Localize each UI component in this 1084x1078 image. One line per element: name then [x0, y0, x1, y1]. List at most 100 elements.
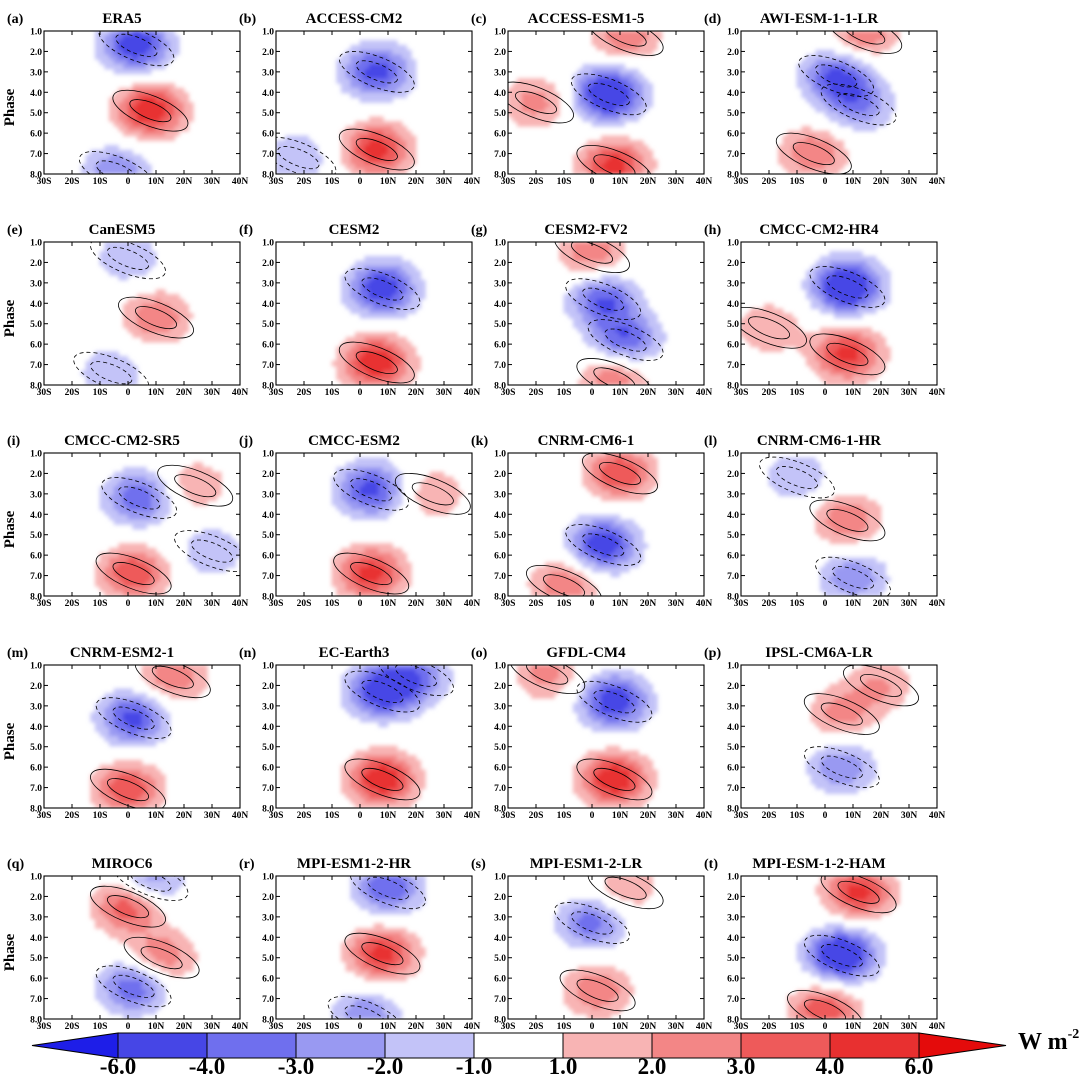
contour-line	[576, 358, 653, 385]
contour-line	[90, 242, 166, 280]
contour-line	[803, 999, 847, 1019]
heatmap-field	[778, 31, 900, 174]
plot-frame	[275, 241, 473, 386]
y-tick-label: 1.0	[30, 450, 42, 460]
contour-line	[820, 876, 897, 914]
contour-line	[582, 287, 625, 311]
y-tick-label: 1.0	[30, 28, 42, 38]
y-tick-label: 8.0	[727, 593, 739, 603]
y-tick-label: 3.0	[727, 702, 739, 712]
panel-gfdl-cm4: 30S 20S 10S 0 10N 20N 30N 40N 1.0 2.0 3.0 4.0 5.0 6.0…	[471, 645, 713, 821]
x-tick-label: 10S	[790, 177, 805, 187]
contour-line	[378, 665, 454, 697]
contour-line	[803, 693, 880, 735]
colorbar-unit: W m-2	[1018, 1027, 1079, 1055]
y-tick-label: 5.0	[727, 743, 739, 753]
contour-line	[344, 932, 421, 975]
x-tick-label: 30N	[436, 811, 453, 821]
y-tick-label: 7.0	[262, 150, 274, 160]
contour-line	[593, 690, 636, 714]
x-tick-label: 20N	[408, 811, 425, 821]
contour-lines	[90, 665, 211, 808]
y-tick-label: 3.0	[262, 913, 274, 923]
contour-line	[106, 895, 150, 919]
y-tick-label: 8.0	[727, 805, 739, 815]
x-tick-label: 40N	[696, 811, 713, 821]
contour-line	[837, 880, 880, 904]
panel-title: GFDL-CM4	[546, 645, 626, 661]
y-tick-label: 4.0	[30, 934, 42, 944]
x-tick-label: 30N	[204, 388, 221, 398]
y-tick-label: 7.0	[494, 150, 506, 160]
y-tick-label: 3.0	[30, 913, 42, 923]
contour-line	[338, 341, 415, 384]
x-tick-label: 20N	[873, 599, 890, 609]
contour-line	[792, 142, 835, 166]
contour-line	[508, 81, 574, 124]
x-tick-label: 20N	[640, 177, 657, 187]
y-tick-label: 1.0	[494, 873, 506, 883]
x-tick-label: 10S	[325, 599, 340, 609]
x-tick-label: 30N	[436, 1022, 453, 1032]
x-tick-label: 30S	[734, 177, 749, 187]
contour-line	[95, 160, 138, 174]
panel-cesm2-fv2: 30S 20S 10S 0 10N 20N 30N 40N 1.0 2.0 3.0 4.0 5.0 6.0…	[471, 222, 712, 398]
x-tick-label: 20S	[762, 599, 777, 609]
y-tick-label: 5.0	[30, 743, 42, 753]
x-tick-label: 0	[590, 388, 595, 398]
x-tick-label: 30S	[269, 811, 284, 821]
contour-line	[570, 911, 614, 935]
y-tick-label: 1.0	[727, 662, 739, 672]
y-tick-label: 2.0	[30, 893, 42, 903]
panel-cnrm-cm6-1: 30S 20S 10S 0 10N 20N 30N 40N 1.0 2.0 3.0 4.0 5.0 6.0…	[471, 433, 712, 609]
contour-line	[129, 99, 172, 123]
y-tick-label: 2.0	[262, 48, 274, 58]
y-tick-label: 4.0	[30, 300, 42, 310]
contour-lines	[95, 464, 240, 595]
contour-line	[759, 456, 835, 499]
x-tick-label: 10S	[557, 1022, 572, 1032]
panel-cesm2: 30S 20S 10S 0 10N 20N 30N 40N 1.0 2.0 3.0 4.0 5.0 6.0…	[239, 222, 480, 398]
y-tick-label: 3.0	[494, 490, 506, 500]
panel-label: (i)	[7, 434, 21, 449]
y-tick-label: 7.0	[30, 361, 42, 371]
x-tick-label: 10S	[325, 177, 340, 187]
x-tick-label: 20N	[873, 388, 890, 398]
x-tick-label: 30S	[269, 1022, 284, 1032]
y-tick-label: 4.0	[262, 934, 274, 944]
contour-line	[559, 969, 636, 1012]
contour-line	[826, 31, 903, 54]
contour-line	[190, 539, 234, 563]
contour-line	[118, 296, 194, 339]
contour-line	[327, 996, 404, 1019]
x-tick-label: 30N	[436, 599, 453, 609]
x-tick-label: 10S	[93, 1022, 108, 1032]
y-tick-label: 1.0	[262, 873, 274, 883]
contour-line	[106, 778, 150, 802]
y-tick-label: 1.0	[262, 662, 274, 672]
y-tick-label: 7.0	[727, 572, 739, 582]
heatmap-field	[331, 256, 426, 385]
x-tick-label: 0	[823, 388, 828, 398]
x-tick-label: 20N	[640, 1022, 657, 1032]
y-tick-label: 4.0	[262, 89, 274, 99]
contour-lines	[276, 51, 415, 174]
contour-line	[134, 306, 178, 330]
y-tick-label: 5.0	[30, 954, 42, 964]
heatmap-field	[554, 876, 653, 1019]
contour-line	[798, 55, 875, 97]
plot-frame	[507, 30, 705, 175]
contour-line	[344, 758, 421, 801]
x-tick-label: 20S	[529, 811, 544, 821]
plot-frame	[275, 30, 473, 175]
x-tick-label: 40N	[464, 599, 481, 609]
colorbar: -6.0 -4.0 -3.0 -2.0 -1.0 1.0 2.0 3.0 4.0 6.0 W m-…	[31, 1027, 1079, 1078]
contour-line	[809, 333, 886, 376]
y-tick-label: 4.0	[30, 723, 42, 733]
panel-cmcc-cm2-hr4: 30S 20S 10S 0 10N 20N 30N 40N 1.0 2.0 3.0 4.0 5.0 6.0…	[704, 222, 945, 398]
contour-line	[831, 566, 875, 590]
y-axis-label: Phase	[2, 88, 18, 126]
contour-line	[90, 885, 166, 928]
y-tick-label: 6.0	[30, 130, 42, 140]
y-tick-label: 2.0	[262, 259, 274, 269]
